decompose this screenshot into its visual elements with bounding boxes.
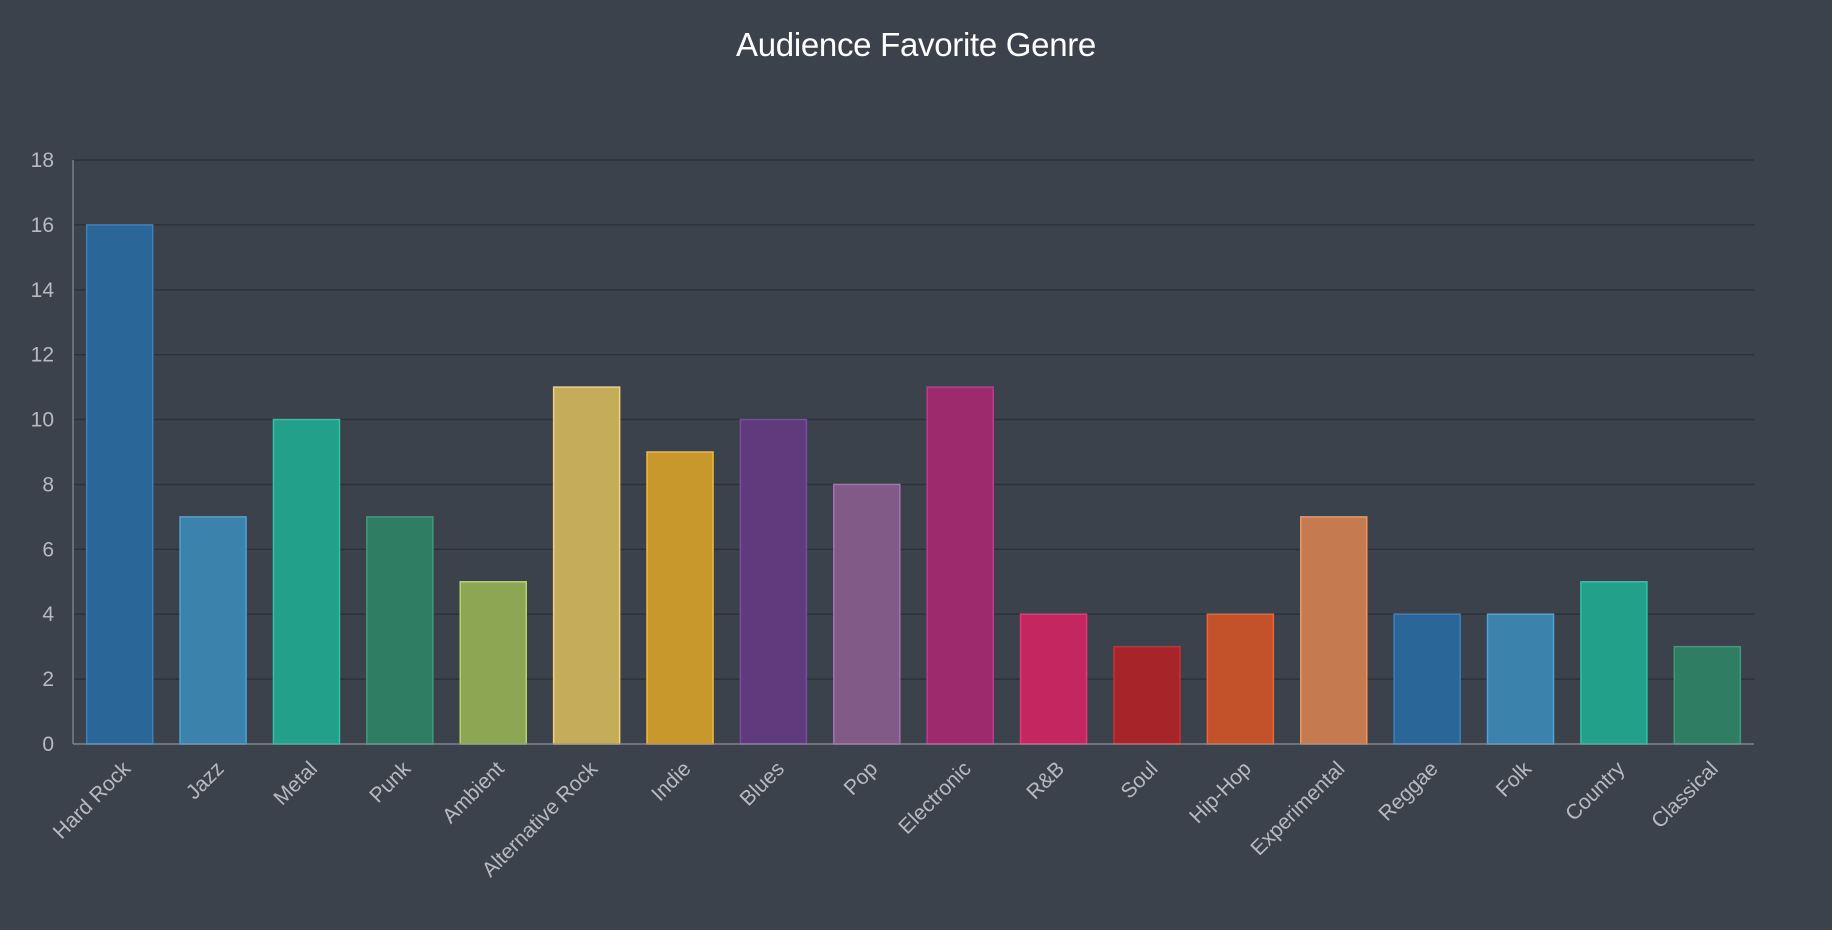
bar bbox=[1300, 516, 1368, 745]
bar bbox=[552, 386, 621, 745]
bar bbox=[1486, 613, 1555, 745]
bar bbox=[1580, 581, 1648, 745]
y-tick-label: 8 bbox=[42, 473, 54, 496]
bar bbox=[366, 516, 434, 745]
bars bbox=[85, 224, 1742, 745]
x-axis-labels: Hard Rock Jazz Metal Punk AmbientAlternative… bbox=[49, 757, 1723, 882]
chart-title: Audience Favorite Genre bbox=[736, 26, 1096, 63]
x-tick-label: R&B bbox=[1022, 757, 1069, 804]
x-tick-label: Experimental bbox=[1246, 757, 1349, 860]
x-tick-label: Electronic bbox=[894, 757, 975, 838]
x-tick-label: Pop bbox=[840, 757, 883, 800]
x-tick-label: Soul bbox=[1117, 757, 1163, 803]
x-tick-label: Country bbox=[1561, 757, 1630, 826]
x-tick-label: Ambient bbox=[438, 757, 509, 828]
y-tick-label: 4 bbox=[42, 603, 54, 626]
bar bbox=[1206, 613, 1275, 745]
bar bbox=[85, 224, 154, 745]
x-tick-label: Blues bbox=[736, 757, 789, 810]
y-tick-label: 2 bbox=[42, 668, 54, 691]
y-tick-label: 16 bbox=[31, 214, 54, 237]
y-axis-ticks: 0 2 4 6 8 10 12 14 16 18 bbox=[31, 149, 55, 756]
x-tick-label: Classical bbox=[1647, 757, 1723, 833]
y-tick-label: 0 bbox=[42, 733, 54, 756]
x-tick-label: Jazz bbox=[182, 757, 229, 804]
x-tick-label: Hip-Hop bbox=[1185, 757, 1256, 828]
x-tick-label: Folk bbox=[1492, 757, 1537, 802]
x-tick-label: Punk bbox=[365, 757, 415, 807]
bar bbox=[646, 451, 714, 745]
x-tick-label: Reggae bbox=[1374, 757, 1442, 825]
bar bbox=[1019, 613, 1088, 745]
y-tick-label: 12 bbox=[31, 344, 54, 367]
gridlines bbox=[73, 159, 1754, 680]
y-tick-label: 10 bbox=[31, 409, 54, 432]
bar bbox=[272, 418, 341, 745]
bar bbox=[1113, 645, 1181, 745]
bar bbox=[179, 516, 247, 745]
x-tick-label: Indie bbox=[647, 757, 695, 805]
axes bbox=[72, 160, 1754, 745]
y-tick-label: 6 bbox=[42, 538, 54, 561]
bar bbox=[459, 581, 527, 745]
x-tick-label: Hard Rock bbox=[49, 757, 136, 844]
y-tick-label: 14 bbox=[31, 279, 55, 302]
bar bbox=[833, 483, 901, 745]
y-tick-label: 18 bbox=[31, 149, 54, 172]
x-tick-label: Metal bbox=[269, 757, 322, 810]
bar bbox=[926, 386, 994, 745]
bar bbox=[739, 418, 808, 745]
bar bbox=[1393, 613, 1461, 745]
bar bbox=[1673, 645, 1742, 745]
